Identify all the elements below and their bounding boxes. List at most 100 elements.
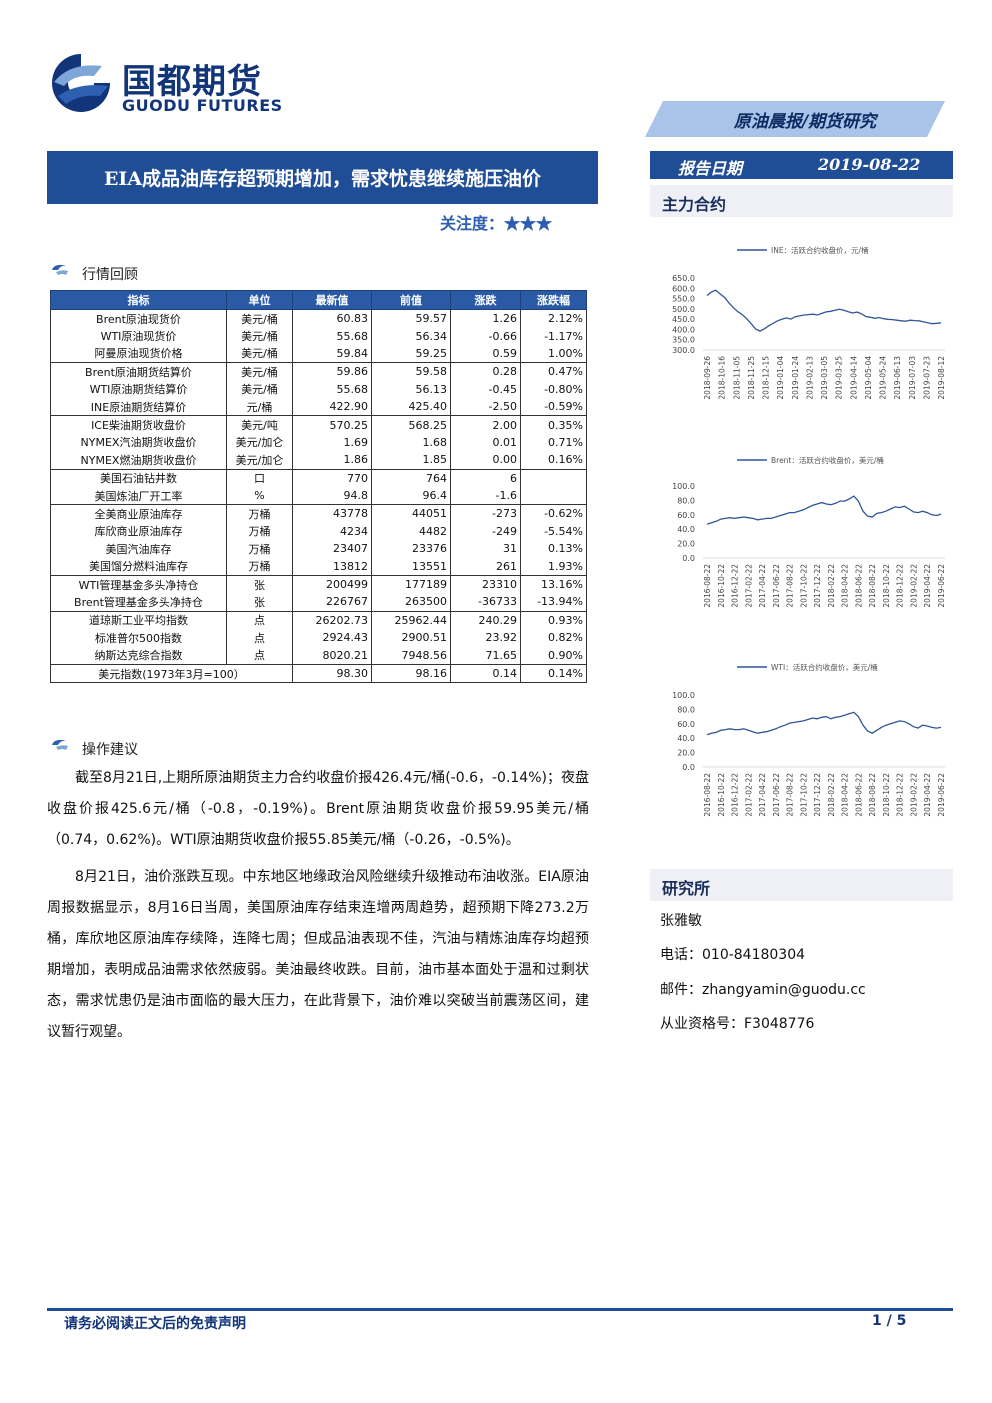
table-cell: 美国馏分燃料油库存 <box>50 557 227 576</box>
table-cell: 0.59 <box>450 344 521 364</box>
table-cell: 568.25 <box>371 415 451 434</box>
table-cell: 美元/桶 <box>226 327 293 345</box>
brand-logo: 国都期货 GUODU FUTURES <box>50 52 290 116</box>
market-table: 指标 单位 最新值 前值 涨跌 涨跌幅 Brent原油现货价 美元/桶 60.83 5… <box>50 290 587 684</box>
report-type-banner <box>645 101 945 137</box>
research-header: 研究所 <box>650 869 953 901</box>
report-date-bar: 报告日期 2019-08-22 <box>650 151 953 179</box>
table-cell: 98.30 <box>292 663 372 684</box>
table-cell: -1.6 <box>450 486 521 506</box>
x-tick-label: 2019-05-04 <box>864 356 873 400</box>
table-cell: WTI原油期货结算价 <box>50 380 227 398</box>
x-tick-label: 2018-08-22 <box>868 773 877 817</box>
table-cell: 库欣商业原油库存 <box>50 522 227 541</box>
table-cell: -5.54% <box>520 522 587 541</box>
table-cell: % <box>226 486 293 506</box>
analyst-name: 张雅敏 <box>660 913 702 929</box>
table-row: WTI原油现货价 美元/桶 55.68 56.34 -0.66 -1.17% <box>50 327 587 345</box>
table-cell: -13.94% <box>520 593 587 612</box>
table-cell: NYMEX燃油期货收盘价 <box>50 451 227 470</box>
report-date-value: 2019-08-22 <box>818 155 921 174</box>
table-cell: 张 <box>226 593 293 612</box>
table-cell: 美元/加仑 <box>226 451 293 470</box>
x-tick-label: 2019-02-13 <box>805 356 814 400</box>
table-cell: 23310 <box>450 574 521 594</box>
guodu-logo-icon <box>52 54 110 112</box>
y-tick-label: 350.0 <box>672 336 695 345</box>
x-tick-label: 2017-02-22 <box>744 773 753 817</box>
col-header: 涨跌幅 <box>520 290 587 310</box>
section-marker-icon <box>52 264 68 275</box>
col-header: 前值 <box>371 290 451 310</box>
table-row: WTI原油期货结算价 美元/桶 55.68 56.13 -0.45 -0.80% <box>50 380 587 398</box>
table-cell: 1.00% <box>520 344 587 364</box>
table-cell: -249 <box>450 522 521 541</box>
y-tick-label: 80.0 <box>677 705 695 714</box>
x-tick-label: 2018-02-22 <box>827 564 836 608</box>
table-cell: ICE柴油期货收盘价 <box>50 415 227 434</box>
table-cell: 0.47% <box>520 362 587 381</box>
x-tick-label: 2016-10-22 <box>717 564 726 608</box>
y-tick-label: 0.0 <box>682 763 695 772</box>
table-row: 美国馏分燃料油库存 万桶 13812 13551 261 1.93% <box>50 557 587 576</box>
table-cell: 美国炼油厂开工率 <box>50 486 227 506</box>
table-cell: 44051 <box>371 504 451 523</box>
focus-rating: 关注度：★★★ <box>440 214 553 233</box>
table-cell: 177189 <box>371 574 451 594</box>
table-cell: 200499 <box>292 574 372 594</box>
y-tick-label: 20.0 <box>677 749 695 758</box>
table-cell: 0.90% <box>520 646 587 665</box>
table-row: INE原油期货结算价 元/桶 422.90 425.40 -2.50 -0.59% <box>50 397 587 417</box>
table-cell: 6 <box>450 468 521 487</box>
table-cell: 0.28 <box>450 362 521 381</box>
analyst-email: 邮件：zhangyamin@guodu.cc <box>660 982 866 998</box>
y-tick-label: 80.0 <box>677 496 695 505</box>
table-cell: -2.50 <box>450 397 521 417</box>
table-cell: 美元/桶 <box>226 380 293 398</box>
x-tick-label: 2019-07-23 <box>922 356 931 400</box>
table-cell: 2.00 <box>450 415 521 434</box>
table-cell: 纳斯达克综合指数 <box>50 646 227 665</box>
table-cell: 点 <box>226 646 293 665</box>
table-cell: 0.93% <box>520 610 587 630</box>
legend-label: INE：活跃合约收盘价，元/桶 <box>771 245 869 255</box>
table-cell: 0.35% <box>520 415 587 434</box>
table-cell: Brent原油现货价 <box>50 309 227 328</box>
table-cell: NYMEX汽油期货收盘价 <box>50 433 227 452</box>
table-cell: 0.14 <box>450 663 521 684</box>
table-cell: 59.25 <box>371 344 451 364</box>
table-cell: 0.00 <box>450 451 521 470</box>
x-tick-label: 2019-07-03 <box>908 356 917 400</box>
table-cell: 1.69 <box>292 433 372 452</box>
x-tick-label: 2019-05-24 <box>879 356 888 400</box>
x-tick-label: 2017-06-22 <box>772 773 781 817</box>
y-tick-label: 500.0 <box>672 305 695 314</box>
table-cell: Brent原油期货结算价 <box>50 362 227 381</box>
x-tick-label: 2018-10-22 <box>882 564 891 608</box>
table-cell: WTI管理基金多头净持仓 <box>50 574 227 594</box>
table-row: 阿曼原油现货价格 美元/桶 59.84 59.25 0.59 1.00% <box>50 344 587 364</box>
x-tick-label: 2018-04-22 <box>841 564 850 608</box>
x-tick-label: 2019-06-22 <box>937 564 946 608</box>
table-cell: 770 <box>292 468 372 487</box>
table-cell: 570.25 <box>292 415 372 434</box>
x-tick-label: 2019-08-12 <box>937 356 946 400</box>
y-tick-label: 0.0 <box>682 554 695 563</box>
table-cell: 56.13 <box>371 380 451 398</box>
x-tick-label: 2019-03-05 <box>820 356 829 400</box>
table-cell: 1.68 <box>371 433 451 452</box>
table-cell: 263500 <box>371 593 451 612</box>
y-tick-label: 400.0 <box>672 325 695 334</box>
table-cell <box>520 468 587 487</box>
table-cell: 13812 <box>292 557 372 576</box>
y-tick-label: 100.0 <box>672 691 695 700</box>
x-tick-label: 2016-08-22 <box>703 773 712 817</box>
table-row: WTI管理基金多头净持仓张 200499 177189 23310 13.16% <box>50 574 587 594</box>
table-cell: 59.58 <box>371 362 451 381</box>
table-cell: -273 <box>450 504 521 523</box>
table-cell: 26202.73 <box>292 610 372 630</box>
table-cell: 1.93% <box>520 557 587 576</box>
x-tick-label: 2018-08-22 <box>868 564 877 608</box>
y-tick-label: 40.0 <box>677 525 695 534</box>
x-tick-label: 2019-06-13 <box>893 356 902 400</box>
